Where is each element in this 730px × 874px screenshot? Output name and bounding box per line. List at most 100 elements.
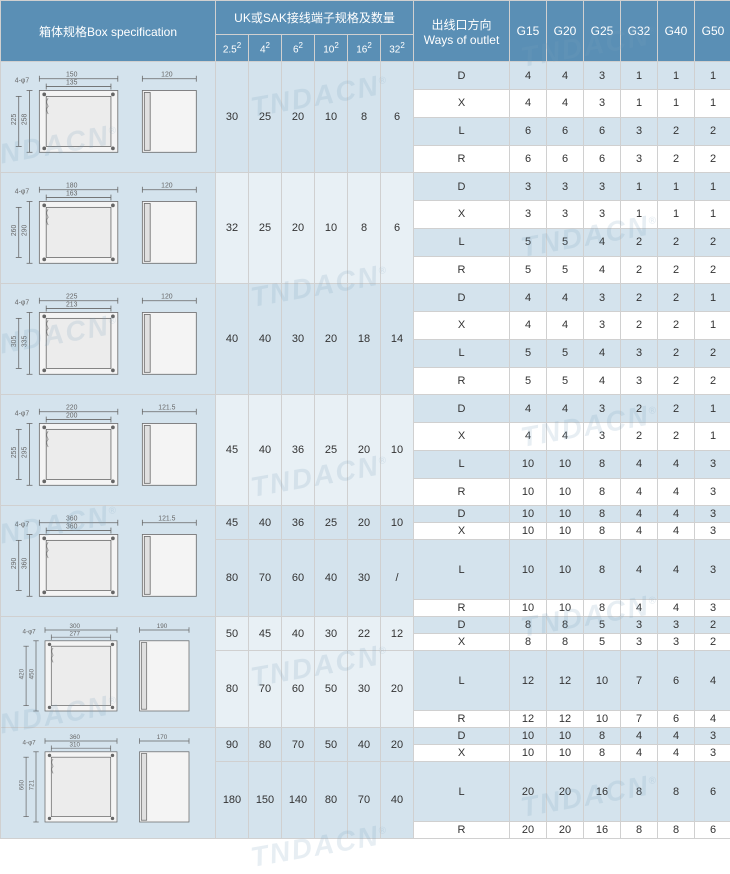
terminal-cell: 6 bbox=[381, 173, 414, 284]
svg-text:277: 277 bbox=[69, 631, 80, 638]
g-cell: 4 bbox=[658, 540, 695, 600]
terminal-cell: 70 bbox=[249, 651, 282, 728]
svg-text:120: 120 bbox=[161, 183, 173, 190]
terminal-cell: 90 bbox=[216, 728, 249, 762]
g-cell: 5 bbox=[547, 256, 584, 284]
outlet-dir: D bbox=[414, 395, 510, 423]
g-cell: 4 bbox=[547, 312, 584, 340]
g-cell: 4 bbox=[621, 506, 658, 523]
g-cell: 4 bbox=[621, 600, 658, 617]
g-cell: 1 bbox=[695, 423, 730, 451]
g-cell: 10 bbox=[510, 600, 547, 617]
terminal-cell: 80 bbox=[216, 651, 249, 728]
terminal-cell: 18 bbox=[348, 284, 381, 395]
outlet-dir: D bbox=[414, 506, 510, 523]
g-cell: 4 bbox=[658, 506, 695, 523]
box-diagram: 4-φ7 360 310 721 660 170 bbox=[5, 732, 211, 831]
g-cell: 3 bbox=[584, 284, 621, 312]
g-cell: 3 bbox=[621, 367, 658, 395]
g-cell: 4 bbox=[658, 523, 695, 540]
terminal-cell: 8 bbox=[348, 62, 381, 173]
svg-text:180: 180 bbox=[66, 183, 78, 190]
g-cell: 4 bbox=[584, 339, 621, 367]
g-cell: 8 bbox=[584, 450, 621, 478]
terminal-cell: 25 bbox=[315, 395, 348, 506]
hdr-g15: G15 bbox=[510, 1, 547, 62]
g-cell: 5 bbox=[584, 617, 621, 634]
g-cell: 2 bbox=[658, 312, 695, 340]
g-cell: 4 bbox=[621, 745, 658, 762]
g-cell: 8 bbox=[584, 523, 621, 540]
terminal-cell: 32 bbox=[216, 173, 249, 284]
svg-text:360: 360 bbox=[22, 558, 29, 570]
outlet-dir: R bbox=[414, 478, 510, 506]
svg-text:310: 310 bbox=[69, 742, 80, 749]
terminal-cell: 45 bbox=[216, 395, 249, 506]
outlet-dir: R bbox=[414, 711, 510, 728]
g-cell: 3 bbox=[621, 145, 658, 173]
terminal-cell: 80 bbox=[249, 728, 282, 762]
g-cell: 2 bbox=[621, 423, 658, 451]
terminal-cell: 40 bbox=[282, 617, 315, 651]
g-cell: 5 bbox=[584, 634, 621, 651]
terminal-cell: 45 bbox=[249, 617, 282, 651]
g-cell: 1 bbox=[695, 62, 730, 90]
svg-text:258: 258 bbox=[22, 114, 29, 126]
g-cell: 4 bbox=[695, 651, 730, 711]
g-cell: 2 bbox=[695, 117, 730, 145]
g-cell: 4 bbox=[658, 600, 695, 617]
g-cell: 3 bbox=[510, 201, 547, 229]
terminal-cell: 70 bbox=[348, 762, 381, 839]
table-row: 4-φ7 360 310 721 660 170 908070504020D10… bbox=[1, 728, 730, 745]
terminal-cell: 12 bbox=[381, 617, 414, 651]
g-cell: 6 bbox=[510, 117, 547, 145]
g-cell: 8 bbox=[658, 762, 695, 822]
hdr-size: 42 bbox=[249, 35, 282, 62]
terminal-cell: 10 bbox=[315, 173, 348, 284]
g-cell: 12 bbox=[510, 651, 547, 711]
diagram-cell: 4-φ7 360 360 360 290 121.5 bbox=[1, 506, 216, 617]
g-cell: 3 bbox=[621, 617, 658, 634]
box-diagram: 4-φ7 220 200 295 255 121.5 bbox=[5, 399, 211, 498]
g-cell: 4 bbox=[621, 523, 658, 540]
hdr-g40: G40 bbox=[658, 1, 695, 62]
g-cell: 4 bbox=[510, 395, 547, 423]
g-cell: 3 bbox=[510, 173, 547, 201]
g-cell: 10 bbox=[547, 600, 584, 617]
diagram-cell: 4-φ7 220 200 295 255 121.5 bbox=[1, 395, 216, 506]
g-cell: 3 bbox=[695, 540, 730, 600]
g-cell: 3 bbox=[584, 395, 621, 423]
spec-table: 箱体规格Box specification UK或SAK接线端子规格及数量 出线… bbox=[0, 0, 730, 839]
g-cell: 8 bbox=[584, 478, 621, 506]
terminal-cell: 30 bbox=[216, 62, 249, 173]
svg-text:135: 135 bbox=[66, 80, 78, 87]
outlet-dir: D bbox=[414, 617, 510, 634]
g-cell: 10 bbox=[584, 711, 621, 728]
g-cell: 4 bbox=[547, 423, 584, 451]
svg-text:4-φ7: 4-φ7 bbox=[15, 189, 30, 196]
svg-text:220: 220 bbox=[66, 405, 78, 412]
g-cell: 4 bbox=[547, 284, 584, 312]
outlet-dir: D bbox=[414, 728, 510, 745]
g-cell: 1 bbox=[658, 173, 695, 201]
g-cell: 4 bbox=[584, 256, 621, 284]
g-cell: 8 bbox=[584, 540, 621, 600]
g-cell: 2 bbox=[658, 284, 695, 312]
outlet-dir: D bbox=[414, 62, 510, 90]
outlet-dir: R bbox=[414, 822, 510, 839]
g-cell: 2 bbox=[695, 256, 730, 284]
svg-text:290: 290 bbox=[11, 558, 18, 570]
hdr-g25: G25 bbox=[584, 1, 621, 62]
g-cell: 2 bbox=[695, 367, 730, 395]
g-cell: 5 bbox=[510, 339, 547, 367]
g-cell: 8 bbox=[621, 762, 658, 822]
diagram-cell: 4-φ7 150 135 258 225 120 bbox=[1, 62, 216, 173]
outlet-dir: R bbox=[414, 256, 510, 284]
g-cell: 6 bbox=[584, 117, 621, 145]
hdr-g50: G50 bbox=[695, 1, 730, 62]
g-cell: 1 bbox=[621, 173, 658, 201]
terminal-cell: 50 bbox=[315, 651, 348, 728]
g-cell: 10 bbox=[584, 651, 621, 711]
g-cell: 8 bbox=[547, 634, 584, 651]
terminal-cell: 140 bbox=[282, 762, 315, 839]
